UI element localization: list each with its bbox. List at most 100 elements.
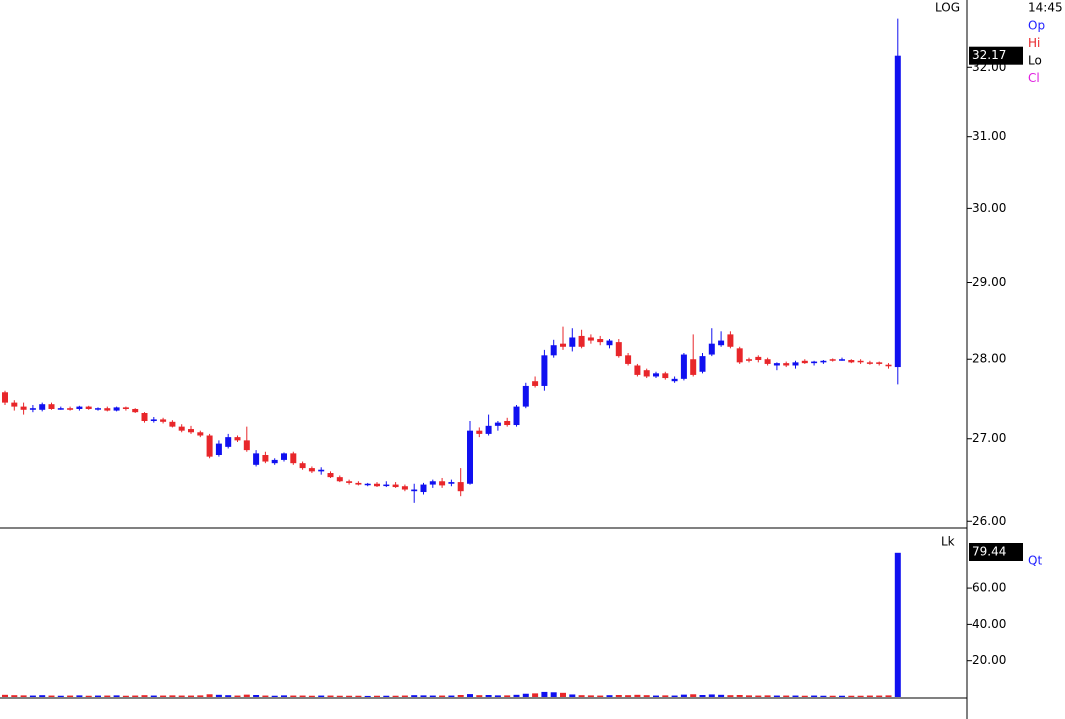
volume-bar xyxy=(299,695,306,697)
candle-body xyxy=(188,429,194,433)
volume-unit: Lk xyxy=(941,535,955,549)
candle-body xyxy=(39,404,46,410)
volume-bar xyxy=(885,695,892,697)
candle-body xyxy=(308,468,315,472)
candle-body xyxy=(569,337,576,347)
volume-bar xyxy=(20,695,27,697)
volume-bar xyxy=(718,694,725,697)
volume-bar xyxy=(76,695,83,697)
volume-bar xyxy=(336,695,343,697)
candle-body xyxy=(718,340,725,346)
volume-bar xyxy=(132,695,139,697)
candle-body xyxy=(141,412,148,422)
candle-body xyxy=(634,365,641,375)
volume-bar xyxy=(615,695,622,697)
volume-bar xyxy=(308,695,315,697)
volume-bar xyxy=(755,695,762,697)
candle-body xyxy=(420,484,427,493)
last-volume: 79.44 xyxy=(972,545,1006,559)
candle-body xyxy=(690,359,697,375)
volume-bar xyxy=(876,695,883,697)
volume-bar xyxy=(104,695,111,697)
y-tick-label: 28.00 xyxy=(972,352,1006,366)
volume-bar xyxy=(262,695,269,697)
volume-bar xyxy=(197,695,204,697)
candle-body xyxy=(532,381,539,386)
candle-body xyxy=(243,440,250,451)
candle-body xyxy=(67,408,74,410)
volume-bar xyxy=(346,695,353,697)
volume-bar xyxy=(839,695,845,697)
candle-body xyxy=(346,481,353,483)
candle-body xyxy=(522,385,529,407)
legend-item: Lo xyxy=(1028,54,1042,68)
volume-bar xyxy=(420,695,427,697)
legend-item: Hi xyxy=(1028,36,1040,50)
candle-body xyxy=(736,348,743,363)
candle-body xyxy=(169,421,176,427)
candle-body xyxy=(773,363,780,366)
volume-bar xyxy=(820,695,827,697)
candle-body xyxy=(225,437,232,447)
candle-body xyxy=(857,360,864,363)
candle-body xyxy=(746,359,752,361)
candle-body xyxy=(29,408,36,410)
volume-bar xyxy=(746,695,752,697)
volume-bar xyxy=(792,695,799,697)
candle-body xyxy=(336,477,343,482)
volume-bar xyxy=(643,695,650,697)
candle-body xyxy=(597,339,604,343)
candle-body xyxy=(476,430,483,434)
candle-body xyxy=(811,361,818,364)
y-tick-label: 27.00 xyxy=(972,431,1006,445)
volume-bar xyxy=(141,695,148,697)
candle-body xyxy=(57,408,64,410)
last-price: 32.17 xyxy=(972,48,1006,62)
candle-body xyxy=(801,360,808,364)
y-tick-label: 60.00 xyxy=(972,581,1006,595)
candle-body xyxy=(113,407,120,411)
volume-bar xyxy=(494,695,501,697)
volume-bar xyxy=(532,693,539,697)
volume-bar xyxy=(318,695,325,697)
candle-body xyxy=(253,453,260,465)
volume-bar xyxy=(327,695,334,697)
volume-bar xyxy=(215,694,222,697)
volume-bar xyxy=(476,695,483,697)
candle-body xyxy=(327,473,334,478)
volume-bar xyxy=(401,695,408,697)
candle-body xyxy=(457,482,464,492)
volume-bar xyxy=(801,695,808,697)
candle-body xyxy=(792,362,799,366)
candle-body xyxy=(866,362,873,364)
candle-body xyxy=(467,430,473,484)
volume-bar xyxy=(169,695,176,697)
candle-body xyxy=(271,459,278,464)
volume-bar xyxy=(736,695,743,697)
candle-body xyxy=(85,406,92,409)
candle-body xyxy=(401,486,408,490)
volume-bar xyxy=(29,695,36,697)
candle-body xyxy=(95,408,101,410)
volume-bar xyxy=(513,694,520,697)
candle-body xyxy=(662,373,669,379)
candle-body xyxy=(262,455,269,462)
candle-body xyxy=(606,340,613,346)
volume-bar xyxy=(243,694,250,697)
legend-item: Op xyxy=(1028,19,1045,33)
candle-body xyxy=(727,334,734,347)
volume-bar xyxy=(448,695,455,697)
candle-body xyxy=(485,425,492,434)
candle-body xyxy=(680,354,687,379)
volume-bar xyxy=(160,695,167,697)
volume-bar xyxy=(773,695,780,697)
volume-bar xyxy=(364,695,371,697)
candle-body xyxy=(197,432,204,436)
volume-bar xyxy=(857,695,864,697)
candle-body xyxy=(160,419,167,422)
y-tick-label: 40.00 xyxy=(972,617,1006,631)
candle-body xyxy=(411,489,418,492)
candle-body xyxy=(234,437,241,441)
candle-body xyxy=(178,426,185,431)
